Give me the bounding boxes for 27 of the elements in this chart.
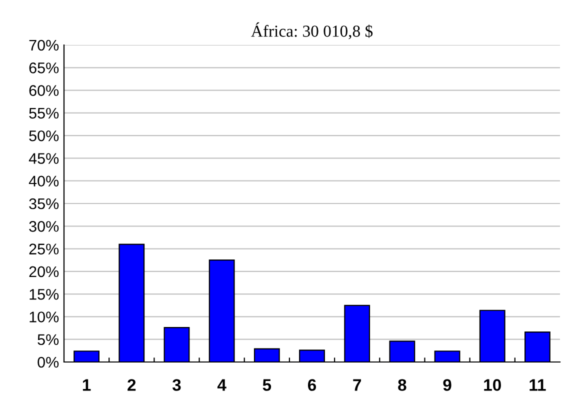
y-tick-label: 10% — [30, 312, 59, 322]
y-tick-label: 65% — [29, 62, 59, 74]
y-tick-label: 15% — [30, 289, 59, 300]
y-tick-label: 55% — [29, 108, 59, 119]
x-tick-label: 7 — [353, 379, 361, 391]
x-tick-label: 8 — [398, 379, 406, 391]
y-tick-label: 25% — [29, 244, 59, 254]
y-tick-label: 35% — [29, 198, 59, 210]
y-tick-label: 60% — [29, 85, 59, 96]
x-tick-label: 5 — [262, 379, 272, 391]
x-tick-label: 11 — [530, 379, 546, 391]
y-tick-label: 45% — [28, 153, 59, 164]
y-tick-label: 30% — [29, 221, 59, 232]
x-tick-label: 6 — [308, 379, 316, 391]
y-tick-label: 50% — [29, 130, 59, 142]
y-tick-label: 20% — [29, 266, 59, 278]
x-tick-label: 9 — [443, 379, 452, 391]
x-tick-label: 3 — [172, 379, 181, 391]
x-tick-label: 10 — [484, 379, 501, 391]
y-tick-label: 0% — [38, 356, 59, 368]
y-tick-label: 40% — [28, 176, 59, 187]
x-tick-label: 2 — [128, 379, 136, 391]
y-tick-label: 5% — [38, 334, 59, 346]
chart-title: África: 30 010,8 $ — [251, 22, 373, 40]
x-tick-label: 1 — [82, 379, 91, 391]
y-tick-label: 70% — [29, 40, 59, 51]
x-tick-label: 4 — [217, 379, 226, 391]
